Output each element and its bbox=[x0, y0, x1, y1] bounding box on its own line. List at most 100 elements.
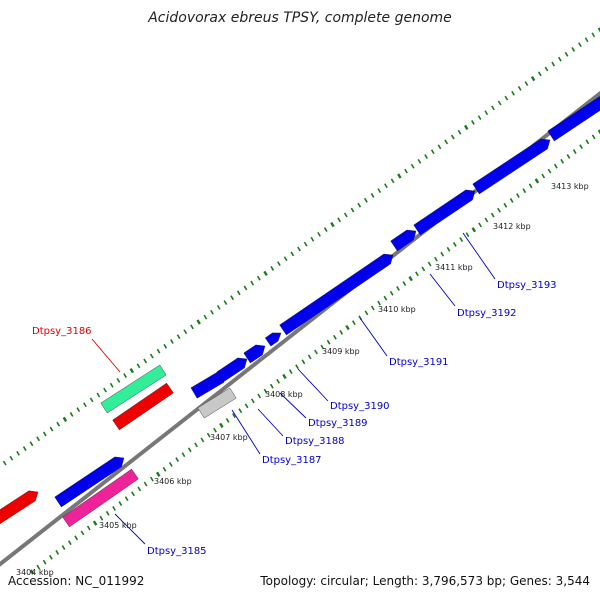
gene-block-dtpsy-3191[interactable] bbox=[279, 253, 394, 336]
scale-label-3410: 3410 kbp bbox=[378, 305, 416, 314]
gene-block-dtpsy-3195[interactable] bbox=[547, 95, 600, 142]
outer-tick bbox=[283, 256, 288, 262]
outer-tick bbox=[463, 124, 469, 130]
inner-tick bbox=[490, 212, 495, 218]
gene-block-dtpsy-3189[interactable] bbox=[243, 344, 266, 364]
outer-tick bbox=[2, 460, 7, 466]
outer-tick bbox=[551, 61, 556, 67]
outer-tick bbox=[384, 183, 388, 189]
inner-tick bbox=[105, 510, 110, 516]
gene-block-dtpsy-3192[interactable] bbox=[390, 229, 417, 252]
inner-tick bbox=[232, 413, 236, 418]
inner-tick bbox=[124, 496, 129, 502]
gene-label-dtpsy-3186[interactable]: Dtpsy_3186 bbox=[32, 326, 92, 337]
outer-tick bbox=[29, 441, 34, 447]
inner-tick bbox=[99, 515, 104, 521]
gene-label-dtpsy-3193[interactable]: Dtpsy_3193 bbox=[497, 280, 557, 291]
inner-tick bbox=[131, 491, 135, 497]
inner-tick bbox=[187, 447, 192, 453]
outer-tick bbox=[471, 120, 475, 125]
inner-tick bbox=[112, 506, 116, 511]
outer-tick bbox=[203, 314, 208, 320]
gene-block-dtpsy-3187[interactable] bbox=[197, 387, 237, 419]
gene-block-dtpsy-3185[interactable] bbox=[62, 468, 139, 528]
map-title: Acidovorax ebreus TPSY, complete genome bbox=[148, 10, 452, 26]
inner-tick bbox=[452, 242, 457, 247]
inner-tick bbox=[478, 222, 482, 228]
leader-3191 bbox=[359, 317, 388, 357]
inner-tick bbox=[446, 246, 451, 252]
inner-tick bbox=[244, 403, 249, 409]
inner-tick bbox=[263, 388, 268, 394]
leader-3192 bbox=[429, 273, 456, 307]
gene-block-dtpsy-3188[interactable] bbox=[216, 357, 248, 383]
inner-tick bbox=[547, 168, 552, 174]
outer-tick bbox=[116, 377, 121, 383]
inner-tick bbox=[67, 540, 72, 546]
gene-block-dtpsy-3193[interactable] bbox=[413, 189, 476, 236]
outer-tick bbox=[236, 290, 241, 296]
outer-tick bbox=[564, 51, 569, 57]
inner-tick bbox=[408, 276, 413, 282]
inner-tick bbox=[42, 559, 47, 565]
outer-tick bbox=[330, 222, 335, 228]
outer-tick bbox=[96, 392, 101, 398]
scale-label-3411: 3411 kbp bbox=[435, 263, 473, 272]
outer-tick bbox=[477, 115, 482, 121]
inner-tick bbox=[522, 188, 527, 194]
gene-block-dtpsy-3190[interactable] bbox=[264, 332, 282, 347]
inner-tick bbox=[307, 354, 312, 360]
gene-block-dtpsy-3186-red[interactable] bbox=[112, 382, 174, 431]
inner-tick bbox=[560, 158, 565, 164]
accession-text: Accession: NC_011992 bbox=[8, 574, 145, 588]
outer-tick bbox=[83, 402, 87, 408]
outer-tick bbox=[591, 32, 596, 38]
gene-label-dtpsy-3190[interactable]: Dtpsy_3190 bbox=[330, 401, 390, 412]
gene-label-dtpsy-3189[interactable]: Dtpsy_3189 bbox=[308, 418, 368, 429]
outer-tick bbox=[297, 246, 301, 252]
inner-tick bbox=[137, 486, 142, 492]
outer-tick bbox=[317, 231, 321, 237]
gene-label-dtpsy-3192[interactable]: Dtpsy_3192 bbox=[457, 308, 517, 319]
outer-tick bbox=[417, 158, 422, 164]
inner-tick bbox=[579, 144, 583, 150]
inner-tick bbox=[597, 129, 600, 135]
outer-tick bbox=[216, 304, 221, 310]
inner-tick bbox=[383, 295, 388, 301]
gene-label-dtpsy-3188[interactable]: Dtpsy_3188 bbox=[285, 436, 345, 447]
outer-tick bbox=[343, 212, 348, 218]
inner-tick bbox=[49, 554, 53, 560]
outer-tick bbox=[544, 66, 549, 72]
outer-tick bbox=[223, 300, 228, 305]
outer-tick bbox=[129, 368, 135, 374]
inner-tick bbox=[36, 564, 41, 570]
inner-tick bbox=[238, 408, 243, 414]
gene-label-dtpsy-3187[interactable]: Dtpsy_3187 bbox=[262, 455, 322, 466]
inner-tick bbox=[150, 476, 154, 482]
inner-tick bbox=[175, 457, 180, 462]
scale-label-3404: 3404 kbp bbox=[16, 568, 54, 577]
inner-tick bbox=[194, 442, 198, 448]
gene-block-dtpsy-3194[interactable] bbox=[472, 138, 551, 195]
gene-label-dtpsy-3191[interactable]: Dtpsy_3191 bbox=[389, 357, 449, 368]
leader-3190 bbox=[297, 368, 329, 402]
outer-tick bbox=[36, 436, 41, 442]
inner-tick bbox=[351, 320, 356, 326]
outer-tick bbox=[530, 76, 536, 82]
inner-tick bbox=[206, 432, 211, 438]
gene-block-dtpsy-3183[interactable] bbox=[0, 490, 39, 525]
gene-block-dtpsy-3186-teal[interactable] bbox=[100, 364, 167, 414]
outer-tick bbox=[109, 382, 114, 388]
inner-tick bbox=[225, 418, 230, 423]
inner-tick bbox=[86, 525, 91, 531]
outer-tick bbox=[49, 426, 54, 432]
inner-tick bbox=[396, 286, 400, 291]
inner-tick bbox=[534, 178, 540, 184]
outer-tick bbox=[250, 280, 255, 286]
gene-label-dtpsy-3185[interactable]: Dtpsy_3185 bbox=[147, 546, 207, 557]
outer-tick bbox=[430, 149, 435, 155]
outer-tick bbox=[511, 90, 515, 96]
gene-block-dtpsy-3184[interactable] bbox=[54, 456, 125, 508]
outer-tick bbox=[364, 197, 368, 203]
